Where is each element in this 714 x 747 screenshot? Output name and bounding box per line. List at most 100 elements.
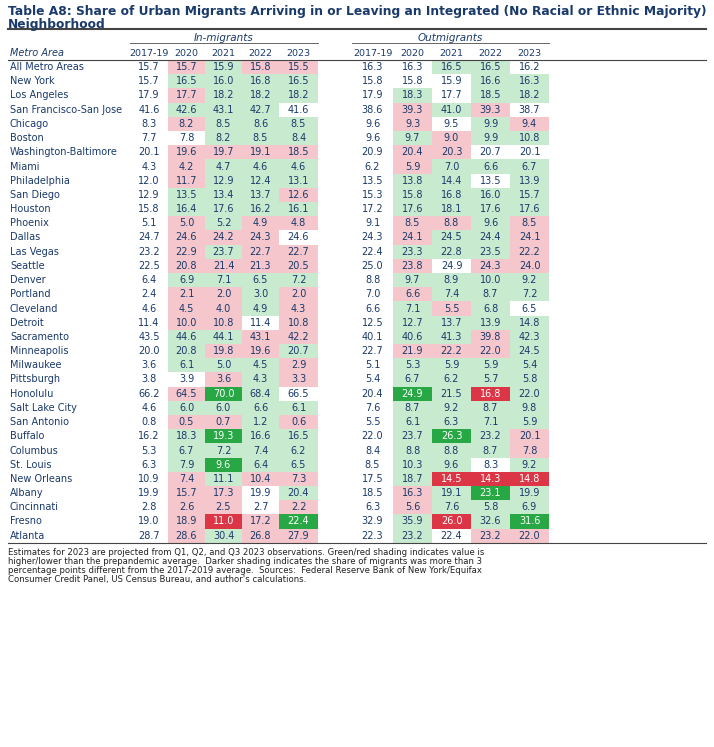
Bar xyxy=(242,472,279,486)
Text: 6.5: 6.5 xyxy=(291,459,306,470)
Bar xyxy=(510,230,549,244)
Bar xyxy=(168,74,205,88)
Text: 4.9: 4.9 xyxy=(253,303,268,314)
Text: 66.5: 66.5 xyxy=(288,388,309,399)
Bar xyxy=(279,329,318,344)
Text: 44.6: 44.6 xyxy=(176,332,197,342)
Bar xyxy=(205,301,242,315)
Bar xyxy=(279,344,318,359)
Text: 2022: 2022 xyxy=(248,49,273,58)
Text: 20.1: 20.1 xyxy=(519,431,540,441)
Bar xyxy=(432,444,471,458)
Text: 6.1: 6.1 xyxy=(291,403,306,413)
Text: 16.3: 16.3 xyxy=(519,76,540,87)
Bar xyxy=(242,74,279,88)
Text: 7.4: 7.4 xyxy=(178,474,194,484)
Text: Las Vegas: Las Vegas xyxy=(10,247,59,257)
Bar xyxy=(279,472,318,486)
Bar xyxy=(279,430,318,444)
Bar xyxy=(471,529,510,543)
Bar xyxy=(471,373,510,387)
Bar xyxy=(432,500,471,515)
Text: 2020: 2020 xyxy=(401,49,425,58)
Text: 6.0: 6.0 xyxy=(179,403,194,413)
Text: 20.4: 20.4 xyxy=(288,488,309,498)
Bar xyxy=(510,159,549,173)
Text: 8.5: 8.5 xyxy=(253,133,268,143)
Bar xyxy=(168,202,205,216)
Bar xyxy=(279,415,318,430)
Text: 5.0: 5.0 xyxy=(216,360,231,371)
Bar xyxy=(205,529,242,543)
Bar xyxy=(242,202,279,216)
Text: 26.8: 26.8 xyxy=(250,530,271,541)
Text: 8.2: 8.2 xyxy=(216,133,231,143)
Text: 6.5: 6.5 xyxy=(522,303,537,314)
Text: 18.5: 18.5 xyxy=(362,488,383,498)
Text: 25.0: 25.0 xyxy=(362,261,383,271)
Text: 24.7: 24.7 xyxy=(139,232,160,243)
Bar xyxy=(205,500,242,515)
Text: 4.6: 4.6 xyxy=(253,161,268,172)
Bar xyxy=(205,88,242,102)
Bar xyxy=(279,301,318,315)
Text: 66.2: 66.2 xyxy=(139,388,160,399)
Bar xyxy=(205,258,242,273)
Text: 14.5: 14.5 xyxy=(441,474,462,484)
Bar xyxy=(393,344,432,359)
Bar xyxy=(510,359,549,373)
Text: 0.8: 0.8 xyxy=(141,417,156,427)
Bar xyxy=(471,500,510,515)
Text: 9.9: 9.9 xyxy=(483,133,498,143)
Bar xyxy=(393,430,432,444)
Bar xyxy=(393,415,432,430)
Text: 19.1: 19.1 xyxy=(441,488,462,498)
Text: 23.1: 23.1 xyxy=(480,488,501,498)
Bar xyxy=(242,173,279,187)
Bar xyxy=(393,230,432,244)
Bar xyxy=(168,359,205,373)
Bar xyxy=(510,273,549,287)
Text: 40.6: 40.6 xyxy=(402,332,423,342)
Text: 24.9: 24.9 xyxy=(441,261,462,271)
Text: 7.2: 7.2 xyxy=(216,445,231,456)
Bar xyxy=(393,88,432,102)
Bar xyxy=(168,145,205,159)
Text: 28.6: 28.6 xyxy=(176,530,197,541)
Text: Seattle: Seattle xyxy=(10,261,44,271)
Text: 20.0: 20.0 xyxy=(139,346,160,356)
Text: 22.7: 22.7 xyxy=(250,247,271,257)
Bar xyxy=(279,287,318,301)
Bar xyxy=(242,145,279,159)
Text: 22.8: 22.8 xyxy=(441,247,462,257)
Bar xyxy=(242,131,279,145)
Text: 16.2: 16.2 xyxy=(250,204,271,214)
Bar xyxy=(279,159,318,173)
Text: 17.6: 17.6 xyxy=(480,204,501,214)
Text: 41.6: 41.6 xyxy=(139,105,160,115)
Bar xyxy=(471,486,510,500)
Text: Washington-Baltimore: Washington-Baltimore xyxy=(10,147,118,158)
Bar xyxy=(510,315,549,329)
Bar xyxy=(393,287,432,301)
Text: 26.0: 26.0 xyxy=(441,516,462,527)
Text: 6.5: 6.5 xyxy=(253,275,268,285)
Text: Portland: Portland xyxy=(10,289,51,300)
Text: 17.7: 17.7 xyxy=(176,90,197,101)
Bar xyxy=(432,173,471,187)
Text: 2.5: 2.5 xyxy=(216,502,231,512)
Text: 14.8: 14.8 xyxy=(519,474,540,484)
Text: 24.0: 24.0 xyxy=(519,261,540,271)
Text: 22.0: 22.0 xyxy=(518,388,540,399)
Bar xyxy=(393,472,432,486)
Text: 13.7: 13.7 xyxy=(441,317,462,328)
Text: 10.9: 10.9 xyxy=(139,474,160,484)
Bar xyxy=(205,244,242,258)
Text: 3.9: 3.9 xyxy=(179,374,194,385)
Bar xyxy=(393,500,432,515)
Text: 10.4: 10.4 xyxy=(250,474,271,484)
Text: 32.6: 32.6 xyxy=(480,516,501,527)
Bar xyxy=(471,187,510,202)
Text: 4.3: 4.3 xyxy=(253,374,268,385)
Text: 17.2: 17.2 xyxy=(250,516,271,527)
